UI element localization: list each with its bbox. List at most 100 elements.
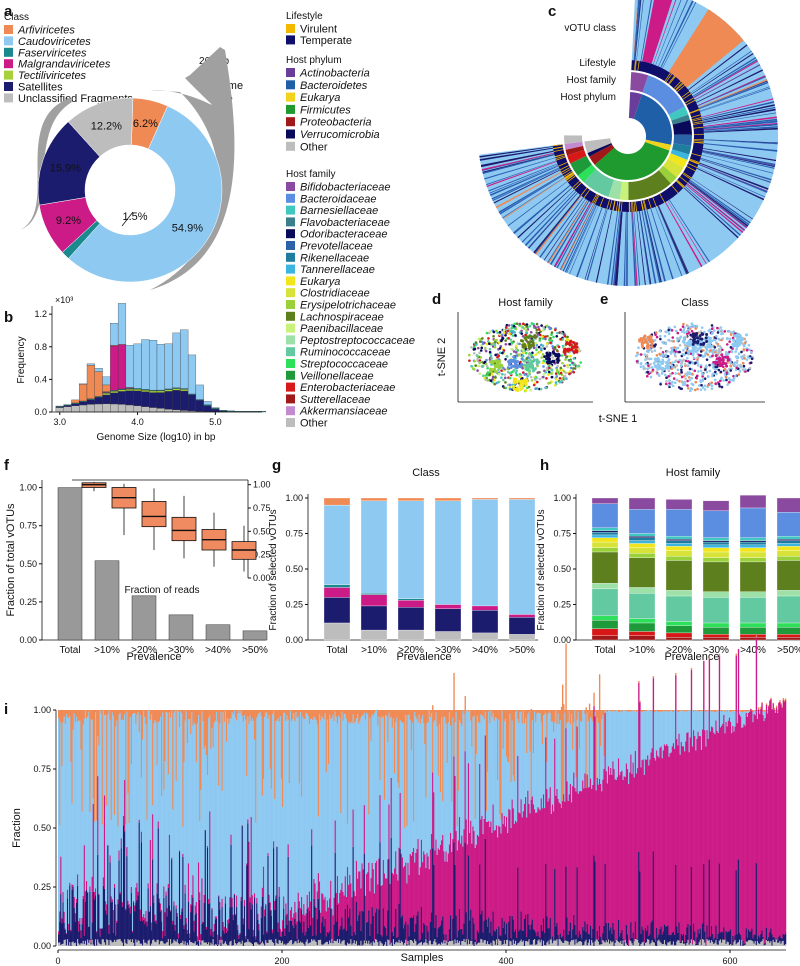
sample-bar-arfiviricetes [414, 710, 416, 713]
sample-bar-malgrandaviricetes [578, 791, 581, 931]
sample-bar-malgrandaviricetes [346, 867, 349, 905]
tsne-point [548, 338, 551, 342]
sample-bar-satellites [322, 916, 324, 945]
sample-bar-satellites [134, 911, 136, 946]
sample-bar-unclassified-fragments [351, 944, 353, 946]
sample-bar-caudoviricetes [371, 714, 373, 863]
tsne-point [671, 336, 675, 339]
sample-bar-unclassified-fragments [77, 939, 79, 946]
sample-bar-caudoviricetes [419, 723, 422, 868]
tsne-point [537, 328, 541, 331]
tsne-point [496, 331, 500, 335]
sample-bar-satellites [381, 936, 384, 944]
hist-bar-tectiliviricetes [164, 389, 173, 392]
sample-bar-arfiviricetes [81, 710, 83, 812]
tsne-point [683, 381, 687, 384]
sample-bar-malgrandaviricetes [66, 889, 69, 899]
tsne-point [678, 358, 682, 362]
sample-bar-unclassified-fragments [83, 943, 86, 946]
stack-y-tick-label: 0.75 [553, 529, 571, 539]
sample-bar-malgrandaviricetes [314, 883, 316, 907]
tsne-cluster-point [692, 348, 696, 352]
sample-bar-malgrandaviricetes [277, 922, 279, 932]
sample-bar-satellites [458, 908, 461, 941]
sample-bar-caudoviricetes [366, 712, 368, 875]
sunburst-lifestyle-virulent [689, 159, 699, 164]
sample-bar-caudoviricetes [70, 761, 72, 930]
tsne-cluster-point [708, 345, 712, 349]
sample-bar-caudoviricetes [259, 712, 261, 942]
stack-segment-bacteroidaceae [776, 512, 800, 537]
tsne-point [567, 338, 570, 342]
sample-bar-satellites [124, 831, 126, 940]
sample-bar-malgrandaviricetes [125, 908, 127, 911]
stack-segment-tannerellaceae [628, 540, 656, 544]
tsne-point [497, 341, 501, 344]
stack-segment-odoribacteraceae [702, 540, 730, 543]
sunburst-outer-streak [703, 123, 778, 131]
sample-bar-unclassified-fragments [547, 940, 549, 946]
sample-bar-satellites [493, 930, 496, 942]
tsne-point [684, 377, 687, 380]
stack-x-tick-label: >20% [666, 645, 692, 656]
tsne-point [564, 371, 568, 375]
sample-bar-satellites [209, 903, 211, 946]
tsne-point [728, 350, 731, 354]
tsne-point [734, 374, 737, 378]
sample-bar-malgrandaviricetes [159, 903, 162, 912]
sample-bar-arfiviricetes [577, 710, 580, 712]
sample-bar-unclassified-fragments [279, 940, 282, 946]
sample-bar-arfiviricetes [433, 710, 435, 723]
sample-bar-caudoviricetes [511, 720, 513, 800]
tsne-point [708, 355, 712, 359]
tsne-point [660, 371, 664, 375]
sample-bar-satellites [246, 865, 248, 943]
sample-bar-arfiviricetes [325, 710, 328, 773]
tsne-point [502, 366, 505, 370]
sample-bar-caudoviricetes [227, 718, 229, 920]
sample-bar-satellites [327, 933, 330, 945]
sample-bar-arfiviricetes [100, 710, 102, 714]
sample-bar-caudoviricetes [537, 712, 539, 808]
sample-bar-malgrandaviricetes [329, 898, 331, 932]
sample-bar-unclassified-fragments [432, 944, 434, 946]
sample-bar-arfiviricetes [212, 710, 214, 748]
sample-bar-satellites [326, 931, 329, 942]
sample-bar-malgrandaviricetes [566, 781, 568, 918]
sample-bar-arfiviricetes [379, 710, 381, 781]
tsne-point [680, 330, 684, 333]
hist-bar-satellites [125, 390, 134, 406]
sample-bar-caudoviricetes [469, 710, 471, 833]
tsne-point [674, 329, 678, 333]
sample-bar-arfiviricetes [556, 710, 558, 725]
sample-bar-unclassified-fragments [149, 945, 152, 946]
tsne-point [504, 357, 507, 361]
sample-bar-satellites [273, 848, 275, 944]
tsne-point [508, 376, 512, 380]
sample-bar-unclassified-fragments [323, 943, 325, 946]
sample-bar-caudoviricetes [163, 789, 165, 887]
sample-bar-arfiviricetes [572, 710, 574, 750]
sample-bar-caudoviricetes [498, 719, 500, 826]
sample-bar-satellites [432, 848, 434, 945]
sample-bar-satellites [116, 922, 118, 940]
sample-bar-unclassified-fragments [192, 943, 194, 946]
sample-bar-arfiviricetes [219, 710, 221, 724]
sample-bar-unclassified-fragments [313, 939, 315, 946]
sample-bar-malgrandaviricetes [444, 861, 446, 942]
sample-bar-satellites [469, 920, 471, 944]
sample-bar-unclassified-fragments [506, 939, 508, 946]
sample-bar-unclassified-fragments [84, 940, 87, 946]
sample-bar-caudoviricetes [567, 722, 569, 801]
sample-bar-malgrandaviricetes [181, 908, 183, 912]
sample-bar-unclassified-fragments [283, 944, 285, 946]
stack-segment-bifidobacteriaceae [739, 495, 767, 509]
tsne-point [675, 378, 679, 382]
sample-bar-caudoviricetes [298, 783, 301, 902]
sample-bar-arfiviricetes [570, 710, 573, 715]
sample-bar-arfiviricetes [391, 710, 394, 728]
sample-bar-satellites [126, 856, 128, 945]
sample-bar-caudoviricetes [204, 745, 207, 830]
sample-bar-caudoviricetes [532, 753, 535, 805]
sunburst-outer-streak [484, 157, 556, 180]
